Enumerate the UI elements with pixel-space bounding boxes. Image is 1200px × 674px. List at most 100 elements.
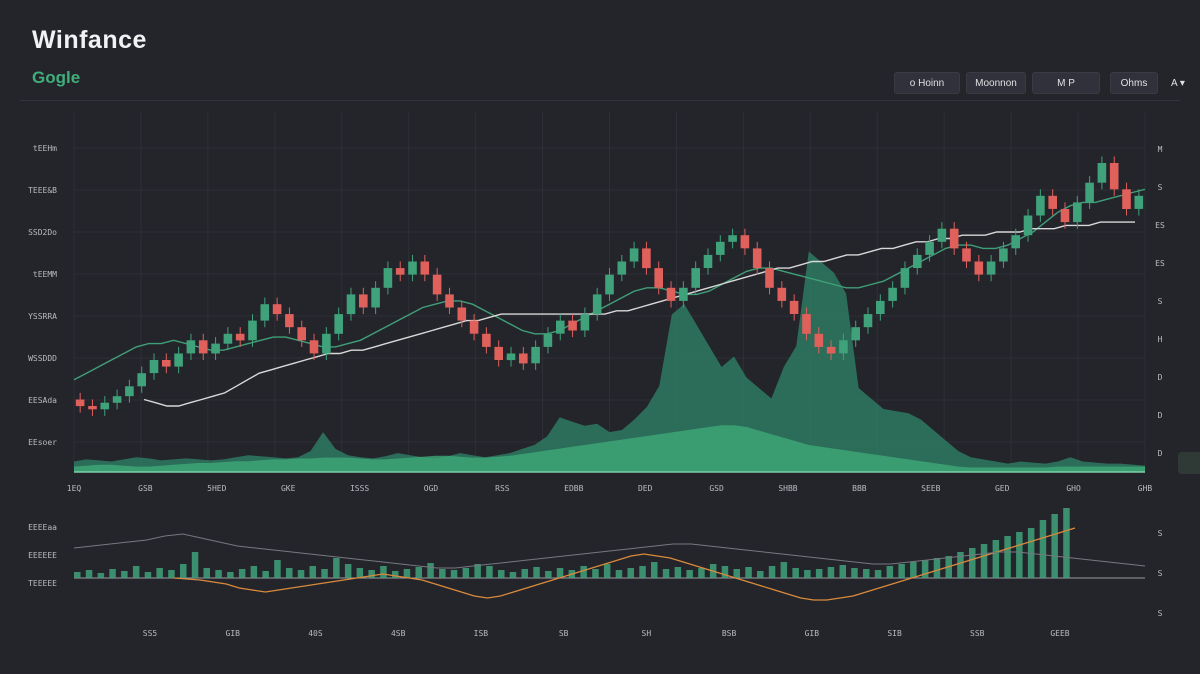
- volume-bar: [698, 568, 705, 578]
- x-tick-label: GHB: [1138, 484, 1153, 493]
- volume-bar: [168, 570, 175, 578]
- volume-bar: [957, 552, 964, 578]
- candle-down: [494, 346, 503, 360]
- right-axis-label: D: [1158, 373, 1163, 382]
- candle-up: [937, 228, 947, 242]
- candle-up: [1097, 163, 1107, 183]
- volume-bar: [286, 568, 293, 578]
- options-button[interactable]: Ohms: [1110, 72, 1158, 94]
- signal-line: [73, 533, 1146, 569]
- more-menu-button[interactable]: A ▾: [1171, 78, 1185, 89]
- y-tick-label: WSSDDD: [28, 354, 57, 363]
- volume-bar: [1016, 532, 1023, 578]
- volume-bar: [921, 560, 929, 578]
- volume-bar: [745, 567, 752, 578]
- volume-bar: [686, 570, 693, 578]
- candle-down: [88, 406, 97, 410]
- x-tick-label: 5HED: [207, 484, 226, 493]
- volume-bar: [474, 564, 481, 578]
- y-tick-label-lower: TEEEEE: [28, 579, 57, 588]
- x-tick-label: ISSS: [350, 484, 369, 493]
- volume-bar: [768, 566, 776, 578]
- x-tick-label: GKE: [281, 484, 296, 493]
- volume-bar: [215, 570, 222, 578]
- candle-down: [432, 274, 442, 295]
- candle-up: [863, 314, 873, 328]
- volume-bar: [992, 540, 1000, 578]
- candle-up: [543, 333, 553, 347]
- volume-bar: [203, 568, 210, 578]
- candle-up: [174, 353, 183, 367]
- candle-down: [469, 320, 479, 334]
- candle-up: [728, 235, 737, 242]
- x-tick-label-lower: ISB: [474, 629, 489, 638]
- volume-bar: [109, 569, 116, 578]
- volume-bar: [874, 570, 882, 578]
- x-tick-label: GSD: [709, 484, 724, 493]
- volume-bar: [333, 558, 340, 578]
- volume-bar: [368, 570, 375, 578]
- volume-bar: [1004, 536, 1011, 578]
- candle-down: [962, 248, 971, 262]
- app-title: Winfance: [32, 26, 147, 54]
- x-tick-label-lower: SH: [642, 629, 652, 638]
- x-tick-label: SHBB: [778, 484, 797, 493]
- x-tick-label-lower: SSB: [970, 629, 985, 638]
- candle-down: [272, 304, 282, 315]
- candle-down: [789, 300, 799, 314]
- x-tick-label-lower: SIB: [887, 629, 902, 638]
- volume-bar: [439, 569, 446, 578]
- volume-bar: [592, 569, 599, 578]
- candle-up: [211, 343, 220, 354]
- candle-down: [1048, 195, 1057, 209]
- candle-up: [531, 346, 540, 364]
- x-tick-label-lower: 40S: [308, 629, 323, 638]
- mode-button[interactable]: M P: [1032, 72, 1100, 94]
- candle-down: [235, 333, 245, 341]
- candle-up: [876, 300, 885, 314]
- candle-up: [137, 373, 146, 387]
- candle-up: [100, 402, 110, 410]
- volume-bar: [344, 564, 352, 578]
- x-tick-label: EDBB: [564, 484, 583, 493]
- volume-bar: [97, 573, 105, 578]
- x-tick-label: DED: [638, 484, 653, 493]
- volume-bar: [415, 567, 422, 578]
- header: Winfance Gogle o Hoinn Moonnon M P Ohms …: [0, 0, 1200, 100]
- y-tick-label: EEsoer: [28, 438, 57, 447]
- candle-down: [642, 248, 651, 269]
- volume-bar: [651, 562, 658, 578]
- right-axis-label: S: [1158, 297, 1163, 306]
- candle-down: [1109, 163, 1119, 190]
- volume-bar: [521, 569, 528, 578]
- candle-up: [260, 304, 270, 321]
- volume-bar: [274, 560, 281, 578]
- volume-bar: [450, 570, 458, 578]
- x-tick-label-lower: BSB: [722, 629, 737, 638]
- indicator-button[interactable]: Moonnon: [966, 72, 1026, 94]
- volume-bar: [627, 568, 634, 578]
- volume-bar: [321, 569, 328, 578]
- volume-bar: [180, 564, 187, 578]
- y-tick-label: YSSRRA: [28, 312, 57, 321]
- candle-down: [752, 248, 762, 269]
- candle-down: [309, 340, 319, 354]
- candle-down: [1060, 209, 1070, 223]
- timeframe-button[interactable]: o Hoinn: [894, 72, 960, 94]
- volume-bar: [238, 569, 246, 578]
- volume-bar: [969, 548, 976, 578]
- volume-bar: [1051, 514, 1058, 578]
- volume-bar: [297, 570, 305, 578]
- volume-bar: [780, 562, 788, 578]
- volume-bar: [262, 571, 269, 578]
- right-scale-handle[interactable]: [1178, 452, 1200, 474]
- x-tick-label: RSS: [495, 484, 510, 493]
- volume-bar: [639, 566, 646, 578]
- y-tick-label: tEEMM: [33, 270, 57, 279]
- candle-up: [383, 268, 393, 288]
- volume-area-front: [74, 425, 1145, 472]
- candle-down: [162, 360, 171, 367]
- ticker-symbol[interactable]: Gogle: [32, 68, 81, 87]
- candle-down: [75, 399, 85, 407]
